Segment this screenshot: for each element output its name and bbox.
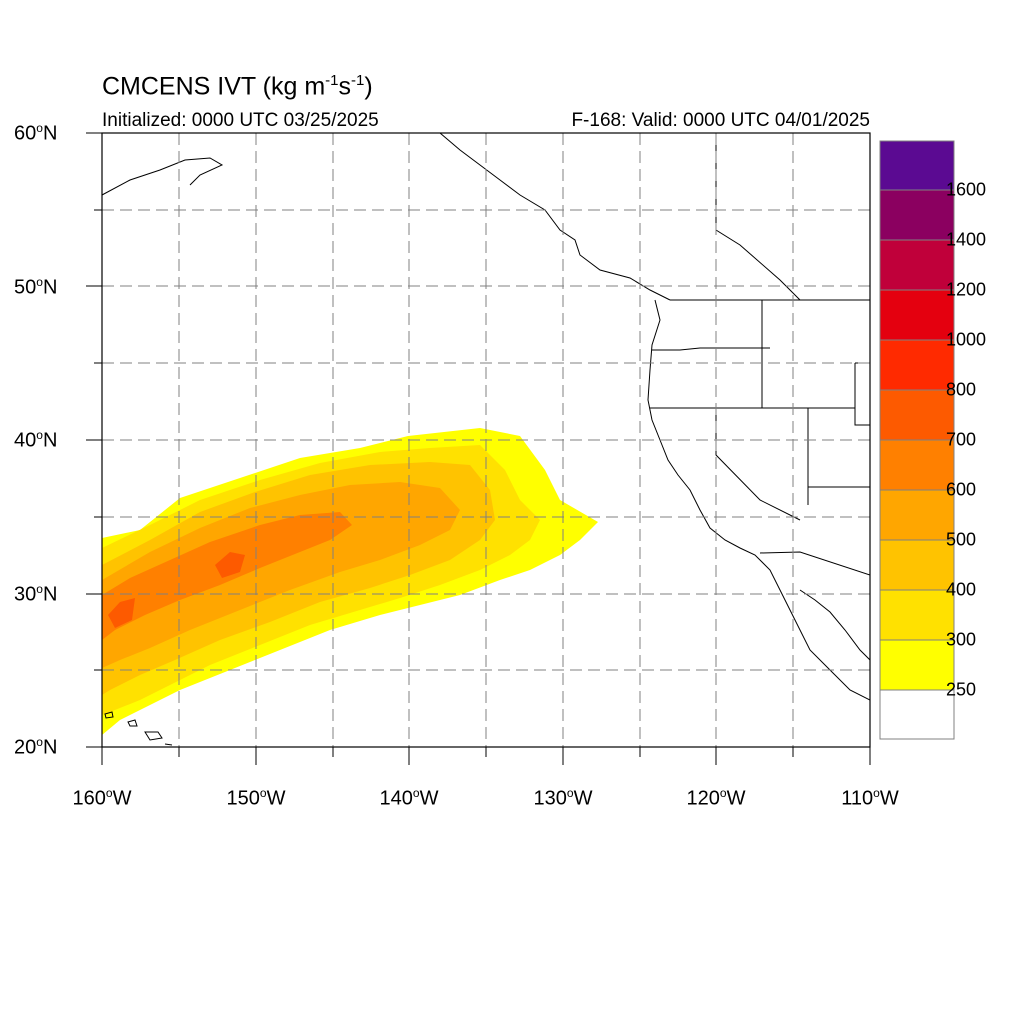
lon-label-150: 150oW — [226, 786, 286, 810]
map-title: CMCENS IVT (kg m-1s-1) — [102, 72, 373, 101]
lon-label-120: 120oW — [686, 786, 746, 810]
ivt-700 — [108, 552, 245, 628]
colorbar-label-1000: 1000 — [946, 329, 987, 350]
lat-label-50: 50oN — [14, 275, 58, 299]
ca-nv-border — [715, 408, 801, 521]
lon-label-140: 140oW — [379, 786, 439, 810]
axis-ticks — [86, 132, 871, 765]
colorbar-label-700: 700 — [946, 429, 977, 450]
lon-label-110: 110oW — [841, 786, 899, 810]
lat-label-30: 30oN — [14, 582, 58, 606]
init-time: Initialized: 0000 UTC 03/25/2025 — [102, 110, 379, 131]
lon-label-130: 130oW — [533, 786, 593, 810]
alaska-coast — [102, 133, 671, 301]
colorbar-label-1600: 1600 — [946, 179, 987, 200]
colorbar-label-500: 500 — [946, 529, 977, 550]
gridlines — [102, 133, 870, 747]
colorbar-label-1200: 1200 — [946, 279, 987, 300]
hawaii-islands — [104, 711, 173, 746]
mexico-border — [759, 551, 870, 576]
colorbar-label-600: 600 — [946, 479, 977, 500]
mt-border — [854, 362, 870, 426]
colorbar — [879, 140, 955, 740]
colorbar-label-400: 400 — [946, 579, 977, 600]
colorbar-label-800: 800 — [946, 379, 977, 400]
valid-time: F-168: Valid: 0000 UTC 04/01/2025 — [571, 110, 870, 131]
lat-label-60: 60oN — [14, 121, 58, 145]
west-coast — [647, 299, 870, 701]
ak-bc-border — [715, 133, 801, 301]
wa-or-border — [652, 347, 770, 351]
ivt-plume — [102, 428, 598, 735]
lon-label-160: 160oW — [72, 786, 132, 810]
lat-label-40: 40oN — [14, 428, 58, 452]
colorbar-label-1400: 1400 — [946, 229, 987, 250]
ivt-500 — [102, 482, 460, 668]
lat-label-20: 20oN — [14, 735, 58, 759]
colorbar-label-300: 300 — [946, 629, 977, 650]
baja-coast — [799, 589, 870, 661]
colorbar-label-250: 250 — [946, 679, 977, 700]
